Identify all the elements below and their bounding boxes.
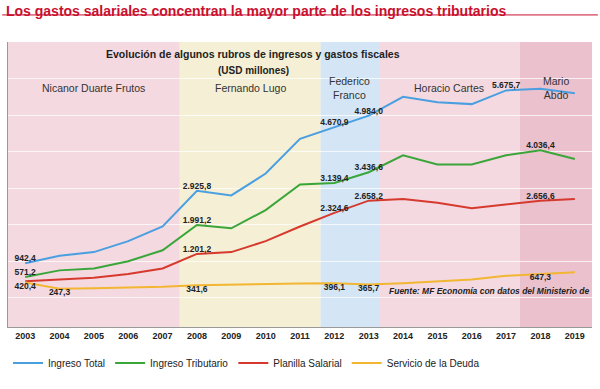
svg-text:Ingreso Tributario: Ingreso Tributario [150, 358, 228, 369]
svg-text:2017: 2017 [496, 331, 516, 341]
svg-text:2005: 2005 [84, 331, 104, 341]
svg-text:Nicanor Duarte Frutos: Nicanor Duarte Frutos [42, 82, 145, 94]
svg-text:Planilla Salarial: Planilla Salarial [273, 358, 341, 369]
svg-text:2010: 2010 [256, 331, 276, 341]
svg-text:2.656,6: 2.656,6 [526, 191, 555, 201]
svg-text:3.139,4: 3.139,4 [320, 173, 349, 183]
svg-text:2015: 2015 [427, 331, 447, 341]
svg-text:341,6: 341,6 [186, 284, 208, 294]
svg-text:396,1: 396,1 [324, 282, 346, 292]
svg-text:FedericoFranco: FedericoFranco [329, 75, 370, 101]
svg-text:247,3: 247,3 [49, 287, 71, 297]
svg-text:2004: 2004 [50, 331, 70, 341]
svg-text:Horacio Cartes: Horacio Cartes [414, 82, 484, 94]
svg-text:2.324,6: 2.324,6 [320, 203, 349, 213]
svg-text:Fuente: MF Economía con datos: Fuente: MF Economía con datos del Minist… [389, 286, 590, 296]
svg-text:MarioAbdo: MarioAbdo [543, 75, 569, 101]
svg-text:Fernando Lugo: Fernando Lugo [215, 82, 286, 94]
svg-text:Los gastos salariales concentr: Los gastos salariales concentran la mayo… [6, 3, 506, 19]
svg-text:1.991,2: 1.991,2 [183, 215, 212, 225]
svg-text:2009: 2009 [221, 331, 241, 341]
svg-text:4.036,4: 4.036,4 [526, 140, 555, 150]
svg-text:2007: 2007 [153, 331, 173, 341]
svg-text:365,7: 365,7 [358, 283, 380, 293]
svg-text:571,2: 571,2 [15, 267, 37, 277]
svg-text:2016: 2016 [462, 331, 482, 341]
svg-text:Ingreso Total: Ingreso Total [48, 358, 105, 369]
svg-text:2008: 2008 [187, 331, 207, 341]
svg-text:420,4: 420,4 [15, 281, 37, 291]
svg-text:4.984,0: 4.984,0 [355, 106, 384, 116]
svg-text:2011: 2011 [290, 331, 310, 341]
svg-text:2012: 2012 [324, 331, 344, 341]
svg-text:942,4: 942,4 [15, 253, 37, 263]
svg-text:5.675,7: 5.675,7 [492, 80, 521, 90]
svg-text:(USD millones): (USD millones) [218, 65, 289, 76]
svg-text:2019: 2019 [565, 331, 585, 341]
svg-text:1.201,2: 1.201,2 [183, 244, 212, 254]
svg-text:2.925,8: 2.925,8 [183, 181, 212, 191]
svg-text:2014: 2014 [393, 331, 413, 341]
svg-text:Servicio de la Deuda: Servicio de la Deuda [387, 358, 480, 369]
svg-text:Evolución de algunos rubros de: Evolución de algunos rubros de ingresos … [106, 48, 400, 60]
svg-text:4.670,9: 4.670,9 [320, 117, 349, 127]
svg-text:2.658,2: 2.658,2 [355, 191, 384, 201]
svg-text:2006: 2006 [118, 331, 138, 341]
svg-text:2013: 2013 [359, 331, 379, 341]
svg-text:3.436,6: 3.436,6 [355, 162, 384, 172]
svg-text:647,3: 647,3 [530, 272, 552, 282]
svg-text:2003: 2003 [15, 331, 35, 341]
svg-text:2018: 2018 [530, 331, 550, 341]
